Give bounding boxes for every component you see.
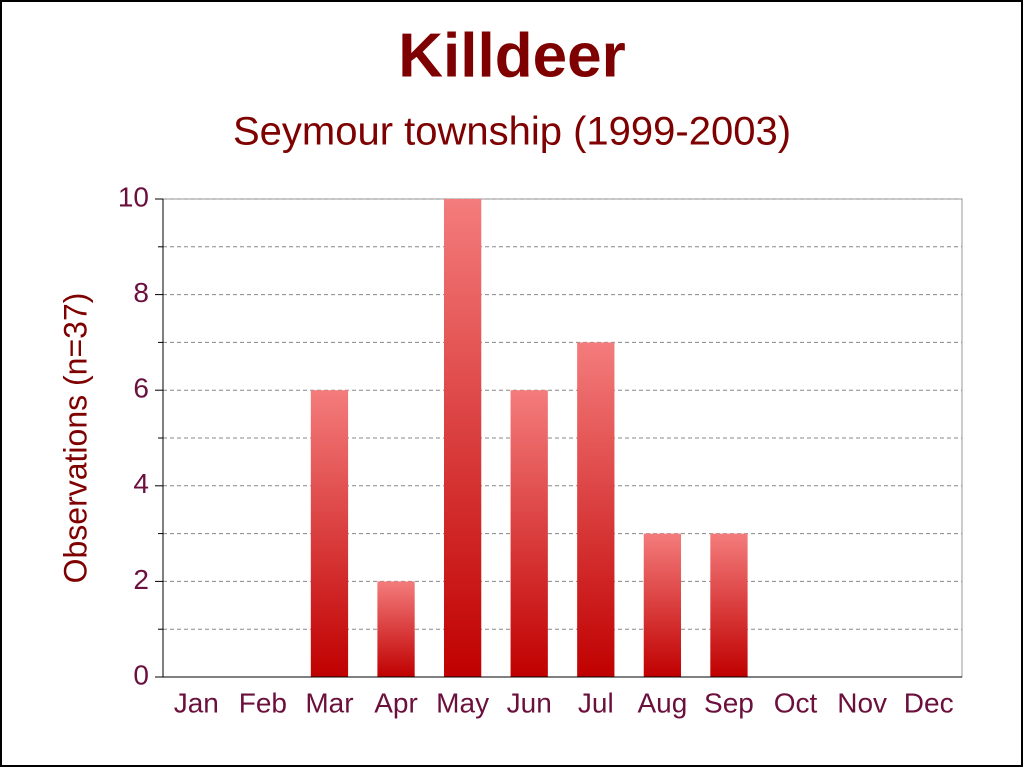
y-tick-label: 6 (133, 373, 149, 404)
bar (577, 342, 615, 677)
y-tick-label: 2 (133, 564, 149, 595)
bar (310, 390, 349, 677)
y-tick-label: 8 (133, 277, 149, 308)
x-tick-label: Jan (174, 687, 219, 718)
x-tick-label: Jun (507, 687, 552, 718)
x-tick-label: Sep (704, 687, 754, 718)
y-axis-label: Observations (n=37) (57, 293, 93, 584)
y-tick-label: 4 (133, 468, 149, 499)
x-tick-label: Aug (637, 687, 687, 718)
chart-title: Killdeer (398, 21, 625, 90)
y-tick-label: 0 (133, 659, 149, 690)
x-tick-label: Jul (578, 687, 614, 718)
y-tick-label: 10 (118, 181, 149, 212)
bar (510, 390, 548, 677)
chart-subtitle: Seymour township (1999-2003) (233, 110, 791, 154)
x-tick-label: Mar (305, 687, 353, 718)
x-tick-label: Apr (374, 687, 418, 718)
x-tick-label: May (436, 687, 489, 718)
bar (443, 199, 482, 677)
x-tick-label: Feb (239, 687, 287, 718)
x-tick-label: Dec (904, 687, 954, 718)
x-tick-label: Oct (774, 687, 818, 718)
x-tick-label: Nov (837, 687, 887, 718)
bar (377, 581, 415, 677)
bar (710, 533, 748, 677)
bar (643, 533, 682, 677)
